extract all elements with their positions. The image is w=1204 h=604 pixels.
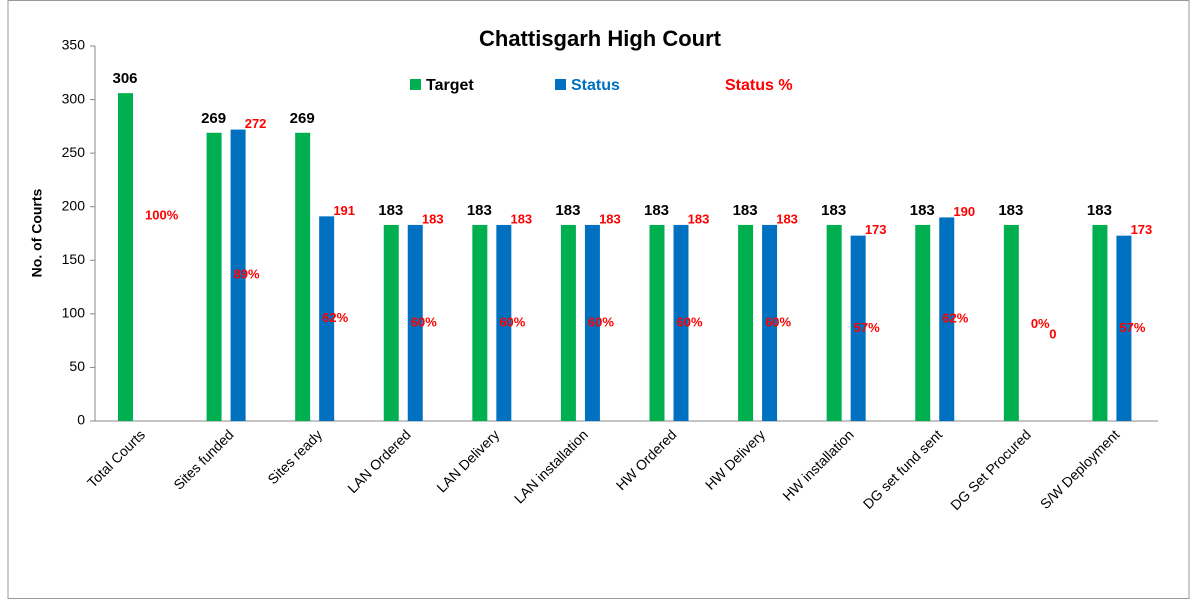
data-label: 183 (555, 202, 580, 219)
data-label: 183 (910, 202, 935, 219)
bar (118, 93, 133, 422)
y-tick-label: 50 (69, 358, 85, 374)
bar (850, 235, 866, 421)
bar (584, 224, 600, 421)
bar (939, 217, 955, 421)
data-label: 183 (776, 211, 798, 226)
data-label: 183 (821, 202, 846, 219)
percent-label: 62% (942, 311, 968, 326)
percent-label: 60% (677, 314, 703, 329)
legend-swatch (555, 79, 566, 90)
bar (496, 224, 512, 421)
percent-label: 60% (411, 314, 437, 329)
percent-label: 62% (322, 310, 348, 325)
percent-label: 89% (234, 267, 260, 282)
bar (915, 224, 931, 421)
bar (1092, 224, 1108, 421)
bar (762, 224, 778, 421)
bar (319, 216, 335, 421)
data-label: 183 (688, 211, 710, 226)
legend-swatch (410, 79, 421, 90)
y-tick-label: 350 (62, 37, 86, 53)
data-label: 173 (865, 222, 887, 237)
data-label: 269 (201, 110, 226, 127)
data-label: 183 (467, 202, 492, 219)
bar (649, 224, 665, 421)
data-label: 183 (733, 202, 758, 219)
percent-label: 60% (765, 314, 791, 329)
bar (738, 224, 754, 421)
percent-label: 60% (499, 314, 525, 329)
data-label: 183 (599, 211, 621, 226)
data-label: 191 (333, 203, 355, 218)
data-label: 272 (245, 116, 267, 131)
data-label: 183 (510, 211, 532, 226)
bar (206, 132, 222, 422)
data-label: 183 (644, 202, 669, 219)
y-tick-label: 150 (62, 251, 86, 267)
legend-label: Target (426, 77, 474, 94)
legend-label: Status (571, 77, 620, 94)
bar (1003, 224, 1019, 421)
data-label: 190 (953, 204, 975, 219)
bar (295, 132, 311, 422)
bar (673, 224, 689, 421)
bar (1116, 235, 1132, 421)
bar (472, 224, 488, 421)
data-label: 183 (998, 202, 1023, 219)
percent-label: 60% (588, 314, 614, 329)
bar (826, 224, 842, 421)
data-label: 306 (112, 70, 137, 87)
percent-label: 57% (1119, 320, 1145, 335)
y-tick-label: 250 (62, 144, 86, 160)
data-label: 0 (1049, 327, 1056, 342)
y-tick-label: 100 (62, 305, 86, 321)
data-label: 183 (378, 202, 403, 219)
bar (407, 224, 423, 421)
bar (560, 224, 576, 421)
bar (383, 224, 399, 421)
y-tick-label: 200 (62, 197, 86, 213)
y-tick-label: 300 (62, 90, 86, 106)
data-label: 183 (1087, 202, 1112, 219)
bar (230, 129, 246, 422)
y-tick-label: 0 (77, 412, 85, 428)
data-label: 269 (290, 110, 315, 127)
percent-label: 57% (854, 320, 880, 335)
data-label: 173 (1131, 222, 1153, 237)
percent-label: 0% (1031, 316, 1050, 331)
legend-label: Status % (725, 77, 793, 94)
percent-label: 100% (145, 208, 179, 223)
y-axis-label: No. of Courts (29, 188, 45, 277)
chart-title: Chattisgarh High Court (479, 26, 722, 51)
data-label: 183 (422, 211, 444, 226)
